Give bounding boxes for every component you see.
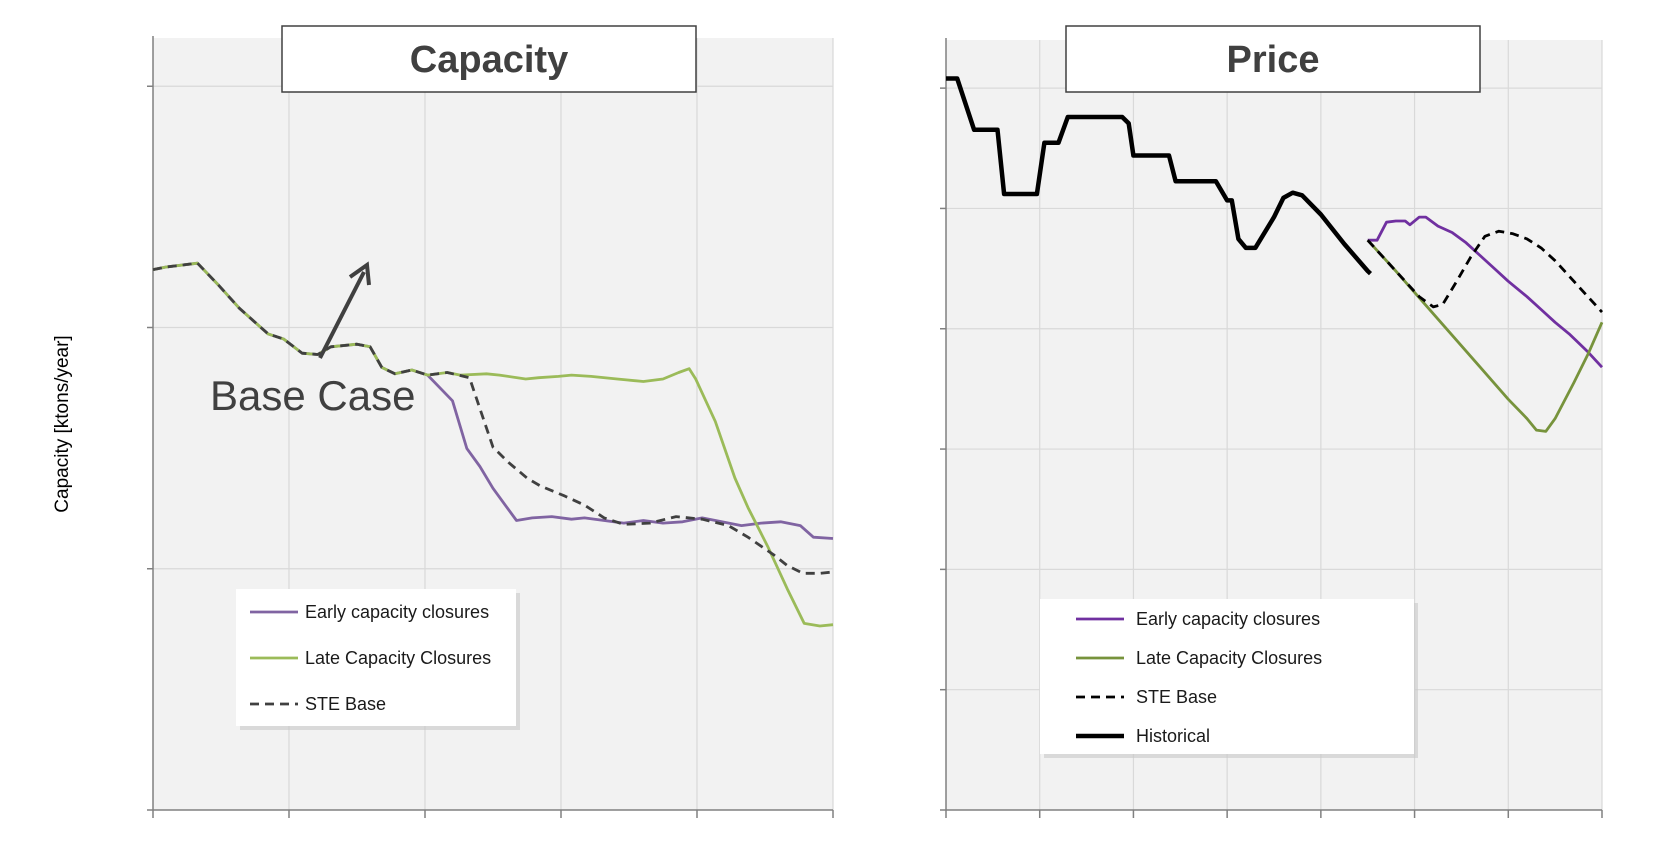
- legend-label: Early capacity closures: [1136, 609, 1320, 629]
- legend-label: Late Capacity Closures: [1136, 648, 1322, 668]
- price-legend: Early capacity closures Late Capacity Clo…: [1040, 599, 1418, 758]
- annotation-arrow-shaft: [318, 271, 366, 359]
- series-line-ste-base: [1366, 229, 1604, 314]
- y-axis-label: Capacity [ktons/year]: [52, 335, 73, 512]
- series-line-late-capacity-closures: [1366, 239, 1604, 433]
- price-title-box: Price: [1065, 25, 1481, 93]
- capacity-title-box: Capacity: [281, 25, 697, 93]
- capacity-series: [152, 261, 834, 628]
- series-line-historical: [946, 76, 1373, 276]
- capacity-legend: Early capacity closures Late Capacity Clo…: [236, 589, 520, 730]
- legend-label: STE Base: [1136, 687, 1217, 707]
- legend-label: Late Capacity Closures: [305, 648, 491, 668]
- base-case-label: Base Case: [210, 372, 415, 419]
- price-axes: [940, 38, 1603, 818]
- capacity-chart: Capacity Base Case Early capacity closur…: [147, 25, 834, 818]
- capacity-title: Capacity: [410, 39, 568, 81]
- price-title: Price: [1227, 39, 1320, 81]
- price-series: [946, 76, 1604, 433]
- series-line-early-capacity-closures: [1367, 215, 1604, 369]
- capacity-gridlines: [153, 38, 834, 810]
- legend-label: STE Base: [305, 694, 386, 714]
- legend-label: Early capacity closures: [305, 602, 489, 622]
- legend-label: Historical: [1136, 726, 1210, 746]
- annotation-arrow-head: [348, 261, 371, 286]
- capacity-axes: [147, 36, 834, 818]
- price-chart: Price Early capacity closures Late Capaci…: [940, 25, 1604, 818]
- base-case-annotation: Base Case: [210, 261, 415, 419]
